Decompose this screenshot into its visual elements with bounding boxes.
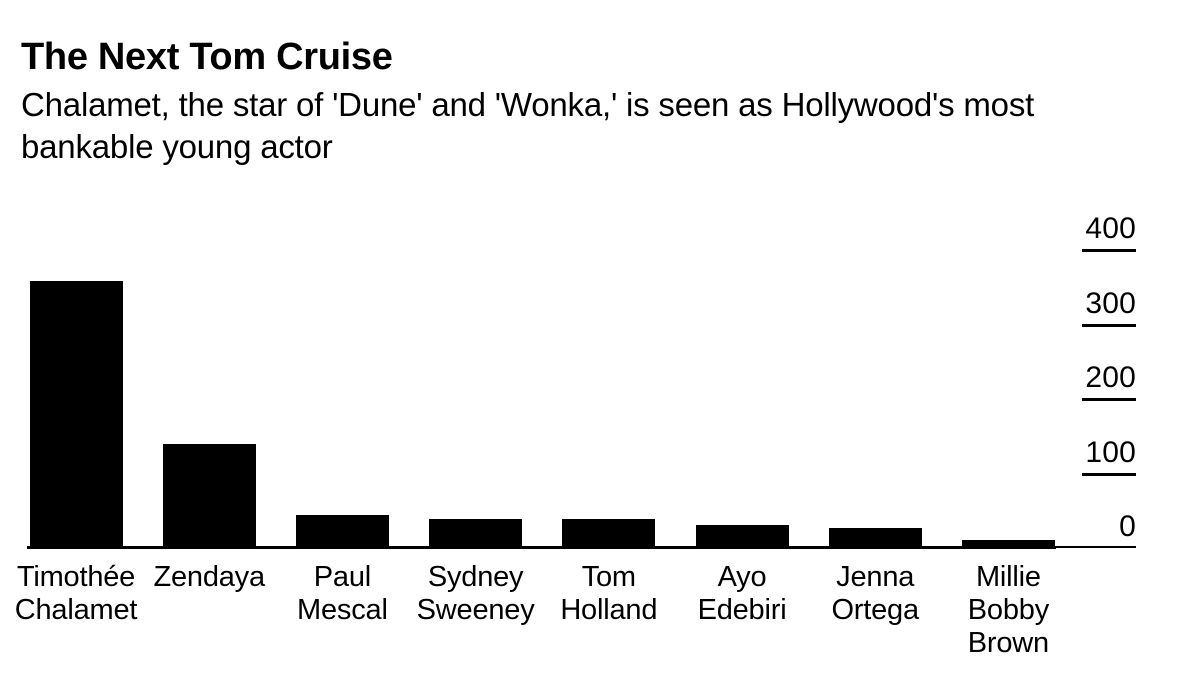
y-axis-tick-label-100: 100	[1085, 435, 1136, 469]
x-axis-label-ayo-edebiri: Ayo Edebiri	[697, 561, 787, 626]
x-axis-label-timothee-chalamet: Timothée Chalamet	[14, 561, 138, 626]
x-axis-label-tom-holland: Tom Holland	[560, 561, 658, 626]
y-axis-tick-label-400: 400	[1085, 212, 1136, 245]
y-axis-tick-label-200: 200	[1085, 361, 1136, 394]
y-axis-tick-100	[1082, 472, 1136, 476]
bar-millie-bobby-brown	[961, 539, 1055, 548]
bar-timothee-chalamet	[29, 280, 123, 548]
x-axis-label-zendaya: Zendaya	[153, 561, 265, 593]
chart-subtitle: Chalamet, the star of 'Dune' and 'Wonka,…	[21, 84, 1034, 168]
chart-title: The Next Tom Cruise	[21, 36, 393, 78]
y-axis-tick-300	[1082, 323, 1136, 327]
bar-sydney-sweeney	[429, 518, 523, 548]
x-axis-label-sydney-sweeney: Sydney Sweeney	[416, 561, 535, 626]
y-axis-tick-0	[1056, 546, 1136, 548]
bar-tom-holland	[562, 518, 656, 548]
bar-zendaya	[162, 443, 256, 548]
chart-subtitle-line-2: bankable young actor	[21, 128, 333, 165]
x-axis-label-paul-mescal: Paul Mescal	[297, 561, 388, 626]
y-axis-tick-label-0: 0	[1119, 510, 1136, 543]
x-axis-label-jenna-ortega: Jenna Ortega	[831, 561, 919, 626]
chart-subtitle-line-1: Chalamet, the star of 'Dune' and 'Wonka,…	[21, 86, 1035, 123]
x-axis-line	[27, 546, 1056, 549]
bar-paul-mescal	[295, 515, 389, 548]
x-axis-label-millie-bobby-brown: Millie Bobby Brown	[967, 561, 1049, 659]
y-axis-tick-400	[1082, 249, 1136, 252]
y-axis-tick-label-300: 300	[1085, 286, 1136, 320]
bar-jenna-ortega	[828, 527, 922, 548]
bar-ayo-edebiri	[695, 524, 789, 548]
y-axis-tick-200	[1082, 398, 1136, 401]
